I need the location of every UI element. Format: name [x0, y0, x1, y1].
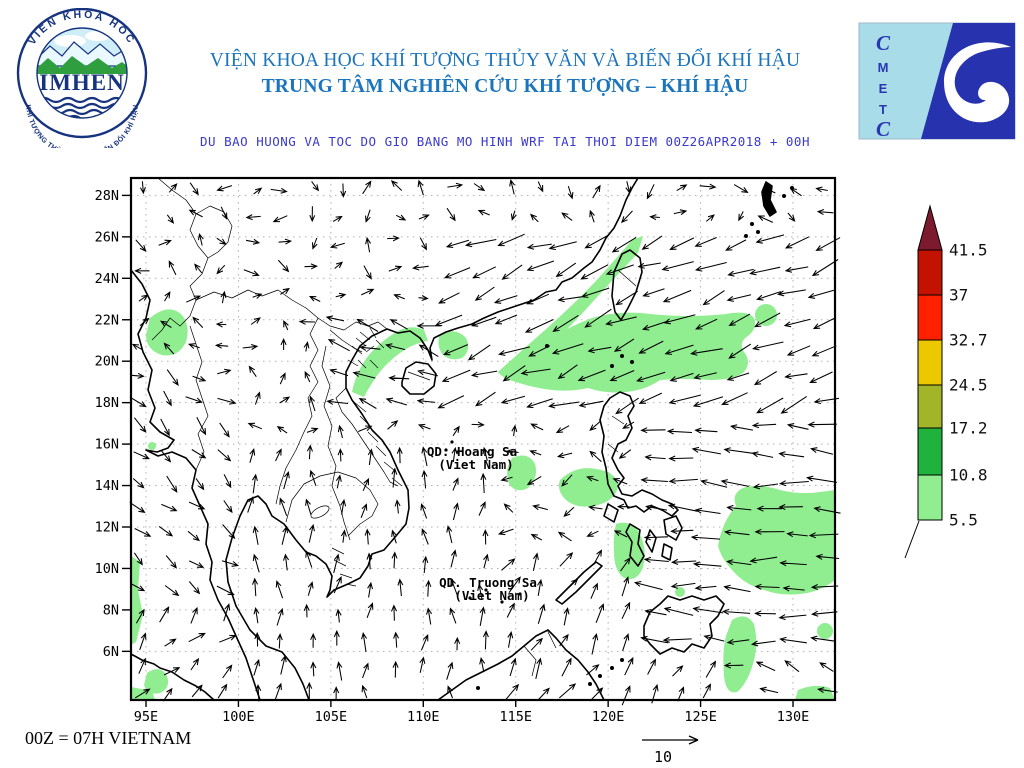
legend-tick-value: 24.5: [949, 376, 988, 395]
imhen-acronym: IMHEN: [39, 70, 125, 95]
lat-label: 24N: [95, 271, 119, 287]
reference-value: 10: [654, 748, 672, 766]
lat-label: 12N: [95, 520, 119, 536]
coastlines: [130, 177, 777, 701]
map-annotations: QD. Hoang Sa (Viet Nam) QD. Truong Sa (V…: [427, 444, 537, 603]
wind-speed-shading: [131, 236, 835, 700]
center-title: TRUNG TÂM NGHIÊN CỨU KHÍ TƯỢNG – KHÍ HẬU: [261, 76, 749, 97]
country-borders: [151, 177, 637, 677]
legend-tick-value: 32.7: [949, 331, 988, 350]
cmetc-letters: C M E T C: [876, 31, 891, 141]
legend-tick-value: 10.8: [949, 466, 988, 485]
lat-label: 6N: [103, 644, 119, 660]
wind-speed-legend: 41.5 37 32.7 24.5 17.2 10.8 5.5: [904, 204, 988, 559]
lat-label: 26N: [95, 229, 119, 245]
hoang-sa-sublabel: (Viet Nam): [438, 457, 513, 472]
legend-band: [917, 339, 943, 386]
lon-label: 105E: [315, 709, 348, 725]
lon-label: 110E: [407, 709, 440, 725]
legend-band: [917, 474, 943, 521]
lon-label: 130E: [777, 709, 810, 725]
grid-lines: [131, 178, 835, 700]
legend-tail: [904, 520, 920, 559]
lat-label: 20N: [95, 354, 119, 370]
cmetc-letter: C: [876, 117, 891, 141]
lat-label: 28N: [95, 188, 119, 204]
lon-label: 100E: [222, 709, 255, 725]
lat-label: 8N: [103, 602, 119, 618]
reference-vector: 10: [642, 735, 699, 766]
lat-label: 18N: [95, 395, 119, 411]
imhen-mountains-back-icon: [37, 41, 127, 67]
legend-band: [917, 294, 943, 341]
timezone-note: 00Z = 07H VIETNAM: [25, 728, 192, 748]
legend-tick-value: 17.2: [949, 419, 988, 438]
truong-sa-label: QD. Truong Sa: [439, 575, 537, 590]
legend-tick-value: 41.5: [949, 241, 988, 260]
hoang-sa-label: QD. Hoang Sa: [427, 444, 517, 459]
lat-label: 22N: [95, 312, 119, 328]
lat-label: 14N: [95, 478, 119, 494]
cmetc-logo: C M E T C: [856, 20, 1018, 142]
wind-arrow-field: [129, 179, 841, 706]
wind-arrows: [129, 179, 841, 706]
legend-tick-value: 5.5: [949, 511, 978, 530]
cmetc-letter: M: [878, 60, 889, 75]
legend-tick-value: 37: [949, 286, 968, 305]
map-frame: [129, 176, 837, 702]
small-islands: [444, 186, 794, 690]
lon-label: 120E: [592, 709, 625, 725]
forecast-subtitle: DU BAO HUONG VA TOC DO GIO BANG MO HINH …: [200, 134, 810, 149]
cmetc-letter: C: [876, 31, 891, 55]
truong-sa-sublabel: (Viet Nam): [454, 588, 529, 603]
cmetc-letter: T: [879, 102, 887, 117]
lon-label: 115E: [499, 709, 532, 725]
imhen-emblem-art: IMHEN: [37, 28, 127, 118]
reference-arrow-icon: [642, 735, 699, 745]
legend-band: [917, 249, 943, 296]
cmetc-s-mark-icon: [944, 42, 1011, 123]
lat-label: 16N: [95, 437, 119, 453]
imhen-mountains-icon: [37, 56, 127, 74]
cmetc-letter: E: [879, 81, 888, 96]
lat-label: 10N: [95, 561, 119, 577]
lon-label: 95E: [134, 709, 158, 725]
institute-title: VIỆN KHOA HỌC KHÍ TƯỢNG THỦY VĂN VÀ BIẾN…: [209, 50, 801, 71]
lon-label: 125E: [684, 709, 717, 725]
legend-band: [917, 427, 943, 476]
axis-labels: 28N 26N 24N 22N 20N 18N 16N 14N 12N 10N 8N 6N 95E 100…: [95, 188, 810, 725]
legend-band: [917, 384, 943, 429]
legend-arrow-tip: [917, 204, 943, 251]
imhen-logo: IMHEN VIEN KHOA HOC KHÍ TƯỢNG THỦY VĂN V…: [12, 7, 152, 160]
